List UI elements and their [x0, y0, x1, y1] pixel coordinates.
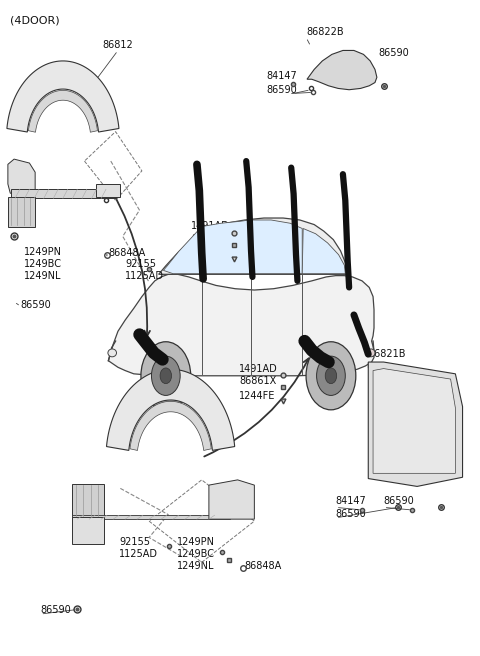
- Text: 86861X: 86861X: [239, 377, 276, 386]
- Text: (4DOOR): (4DOOR): [10, 15, 60, 25]
- Text: 1249NL: 1249NL: [177, 561, 215, 571]
- Text: 86822B: 86822B: [306, 27, 344, 37]
- Text: 1249BC: 1249BC: [177, 549, 215, 559]
- Polygon shape: [307, 51, 377, 90]
- Ellipse shape: [108, 349, 117, 357]
- Text: 86590: 86590: [40, 605, 71, 615]
- Text: 86862X: 86862X: [191, 234, 228, 244]
- Polygon shape: [250, 220, 302, 274]
- Polygon shape: [72, 516, 104, 544]
- Text: 1244FE: 1244FE: [191, 248, 228, 258]
- Text: 1249NL: 1249NL: [24, 271, 61, 281]
- Circle shape: [141, 342, 191, 410]
- Text: 84147: 84147: [336, 496, 366, 506]
- Text: 86821B: 86821B: [368, 350, 406, 359]
- Polygon shape: [8, 197, 35, 226]
- Polygon shape: [96, 184, 120, 197]
- Text: 92155: 92155: [125, 259, 156, 269]
- Text: 86590: 86590: [384, 496, 414, 506]
- Polygon shape: [28, 91, 97, 133]
- Circle shape: [317, 356, 345, 396]
- Text: 1491AD: 1491AD: [239, 364, 278, 374]
- Polygon shape: [368, 362, 463, 486]
- Polygon shape: [107, 369, 235, 451]
- Text: 1249BC: 1249BC: [24, 259, 61, 269]
- Polygon shape: [201, 220, 250, 274]
- Circle shape: [152, 356, 180, 396]
- Polygon shape: [108, 274, 374, 376]
- Polygon shape: [130, 401, 211, 451]
- Text: 86590: 86590: [379, 49, 409, 58]
- Text: 86590: 86590: [21, 300, 51, 310]
- Text: 1125AD: 1125AD: [120, 549, 158, 559]
- Text: 84147: 84147: [266, 71, 297, 81]
- Polygon shape: [72, 483, 104, 518]
- Polygon shape: [163, 226, 201, 274]
- Text: 86848A: 86848A: [245, 561, 282, 571]
- Text: 1249PN: 1249PN: [24, 247, 61, 257]
- Polygon shape: [209, 480, 254, 519]
- Polygon shape: [158, 218, 348, 274]
- Polygon shape: [8, 159, 35, 197]
- Polygon shape: [302, 228, 345, 274]
- Text: 1244FE: 1244FE: [239, 392, 276, 401]
- Ellipse shape: [367, 349, 375, 357]
- Text: 1249PN: 1249PN: [177, 537, 215, 547]
- Text: 92155: 92155: [120, 537, 150, 547]
- Polygon shape: [11, 189, 116, 198]
- Text: 86812: 86812: [103, 40, 133, 50]
- Text: 86848A: 86848A: [108, 248, 145, 258]
- Polygon shape: [373, 369, 456, 474]
- Polygon shape: [7, 61, 119, 132]
- Text: 86590: 86590: [266, 85, 297, 95]
- Text: 86590: 86590: [336, 509, 366, 519]
- Text: 1125AD: 1125AD: [125, 271, 164, 281]
- Circle shape: [306, 342, 356, 410]
- Circle shape: [325, 368, 336, 384]
- Text: 86811: 86811: [158, 376, 189, 386]
- Text: 1491AD: 1491AD: [191, 221, 230, 231]
- Circle shape: [160, 368, 171, 384]
- Polygon shape: [72, 515, 230, 519]
